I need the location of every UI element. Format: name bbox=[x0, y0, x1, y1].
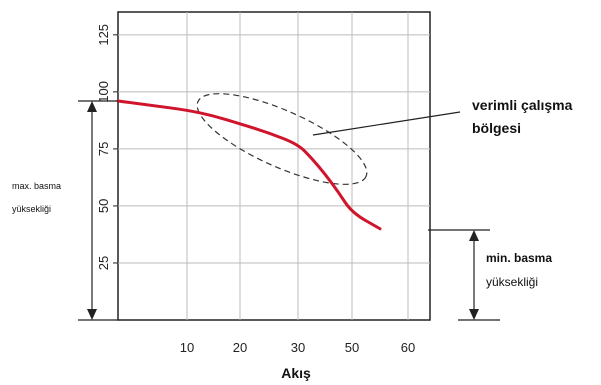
x-tick-label: 60 bbox=[401, 340, 415, 355]
y-tick-label: 125 bbox=[96, 24, 111, 46]
x-axis-ticks: 10 20 30 50 60 bbox=[180, 340, 415, 355]
max-head-arrow-up bbox=[87, 101, 97, 112]
x-tick-label: 30 bbox=[291, 340, 305, 355]
min-head-label-bg bbox=[484, 246, 584, 294]
plot-area-frame bbox=[117, 11, 431, 321]
grid bbox=[118, 12, 430, 320]
y-tick-label: 100 bbox=[96, 81, 111, 103]
x-tick-label: 10 bbox=[180, 340, 194, 355]
min-head-label-line1: min. basma bbox=[486, 251, 552, 265]
efficient-region-leader-line bbox=[312, 111, 461, 136]
y-tick-label: 25 bbox=[96, 256, 111, 270]
y-axis-ticks: 25 50 75 100 125 bbox=[96, 24, 118, 270]
y-tick-label: 75 bbox=[96, 142, 111, 156]
max-head-label-bg bbox=[6, 175, 86, 217]
pump-curve-line bbox=[116, 99, 382, 231]
efficient-region-ellipse bbox=[196, 93, 368, 185]
x-tick-label: 50 bbox=[345, 340, 359, 355]
x-axis-label: Akış bbox=[281, 365, 311, 381]
efficient-region-label-line2: bölgesi bbox=[472, 120, 521, 136]
min-head-arrow-up bbox=[469, 230, 479, 241]
y-tick-label: 50 bbox=[96, 199, 111, 213]
max-head-label-line1: max. basma bbox=[12, 181, 61, 191]
efficient-region-label-line1: verimli çalışma bbox=[472, 97, 573, 113]
max-head-arrow-down bbox=[87, 309, 97, 320]
max-head-label-line2: yüksekliği bbox=[12, 204, 51, 214]
min-head-arrow-down bbox=[469, 309, 479, 320]
x-tick-label: 20 bbox=[233, 340, 247, 355]
min-head-label-line2: yüksekliği bbox=[486, 275, 538, 289]
